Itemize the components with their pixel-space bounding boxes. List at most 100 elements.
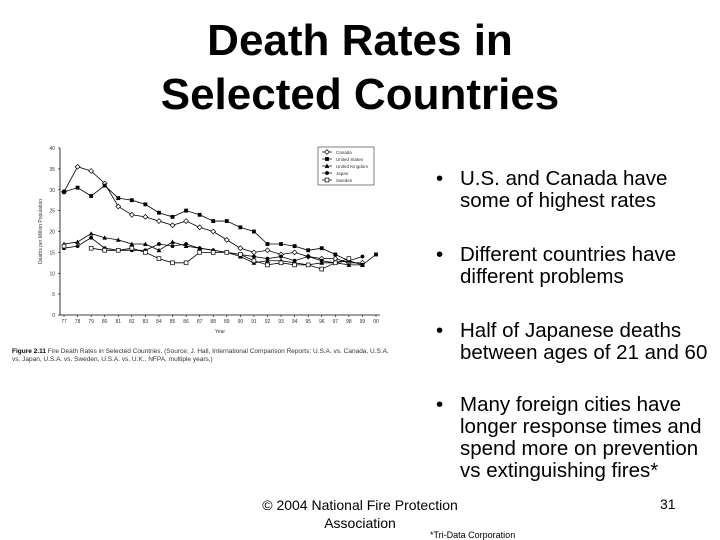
- legend-marker: [324, 149, 330, 155]
- data-point-united-kingdom: [102, 235, 108, 240]
- figure-caption-text: Fire Death Rates in Selected Countries. …: [12, 348, 389, 363]
- data-point-sweden: [210, 250, 216, 255]
- data-point-united-kingdom: [170, 239, 175, 244]
- data-point-japan: [157, 242, 161, 246]
- x-axis-label: Year: [215, 329, 225, 335]
- legend-marker: [325, 171, 329, 175]
- data-point-japan: [319, 258, 324, 263]
- data-point-sweden: [278, 260, 284, 266]
- x-tick-label: 90: [238, 319, 244, 325]
- data-point-japan: [360, 254, 365, 259]
- data-point-united-states: [197, 212, 202, 217]
- y-tick-label: 40: [49, 146, 55, 152]
- data-point-sweden: [197, 250, 202, 255]
- x-tick-label: 89: [224, 319, 230, 325]
- legend-label: United Kingdom: [336, 164, 368, 169]
- data-point-sweden: [143, 250, 148, 255]
- data-point-united-states: [157, 210, 161, 215]
- data-point-canada: [128, 211, 135, 218]
- data-point-canada: [88, 168, 95, 174]
- x-tick-label: 95: [305, 319, 311, 325]
- data-point-canada: [223, 236, 230, 243]
- x-tick-label: 98: [346, 319, 352, 325]
- data-point-canada: [156, 218, 162, 224]
- data-point-united-states: [129, 198, 134, 203]
- x-tick-label: 97: [333, 319, 339, 325]
- data-point-united-kingdom: [142, 241, 148, 246]
- x-tick-label: 96: [319, 319, 325, 325]
- legend-marker: [324, 163, 330, 168]
- data-point-canada: [210, 228, 217, 235]
- legend-label: Sweden: [336, 178, 353, 183]
- bullet-text: Half of Japanese deaths between ages of …: [460, 319, 708, 364]
- footnote: *Tri-Data Corporation: [430, 530, 516, 540]
- bullet-item: • Half of Japanese deaths between ages of…: [436, 320, 720, 364]
- data-point-united-states: [211, 219, 216, 223]
- x-tick-label: 78: [75, 319, 81, 325]
- data-point-united-states: [75, 185, 80, 190]
- data-point-japan: [265, 256, 270, 261]
- data-point-sweden: [292, 262, 297, 268]
- slide-title-line2: Selected Countries: [160, 70, 560, 119]
- y-tick-label: 0: [52, 313, 55, 319]
- x-tick-label: 91: [251, 319, 257, 325]
- data-point-united-states: [265, 242, 270, 246]
- data-point-sweden: [156, 256, 162, 261]
- data-point-united-kingdom: [88, 231, 94, 236]
- bullet-dot: •: [436, 167, 444, 190]
- data-point-sweden: [102, 248, 107, 253]
- bullet-dot: •: [436, 319, 444, 342]
- data-point-united-states: [374, 252, 378, 257]
- y-axis-label: Deaths per Million Population: [38, 199, 44, 264]
- slide-title: Death Rates in Selected Countries: [0, 14, 720, 122]
- data-point-japan: [251, 254, 256, 259]
- bullet-list: • U.S. and Canada have some of highest ra…: [436, 168, 720, 482]
- bullet-text: U.S. and Canada have some of highest rat…: [460, 167, 668, 212]
- legend-label: Canada: [336, 150, 352, 155]
- data-point-sweden: [333, 260, 338, 266]
- x-tick-label: 79: [88, 319, 94, 325]
- figure-caption-label: Figure 2.11: [12, 348, 46, 355]
- bullet-item: • Different countries have different prob…: [436, 244, 720, 288]
- figure-caption: Figure 2.11 Fire Death Rates in Selected…: [12, 348, 392, 364]
- data-point-canada: [196, 224, 203, 231]
- data-point-united-states: [306, 248, 311, 253]
- data-point-canada: [332, 255, 339, 262]
- data-point-sweden: [170, 260, 175, 266]
- x-tick-label: 80: [102, 319, 108, 325]
- data-point-united-states: [319, 246, 324, 251]
- y-tick-label: 30: [49, 188, 55, 194]
- data-point-sweden: [88, 245, 94, 251]
- data-point-japan: [279, 254, 283, 259]
- data-point-united-states: [184, 208, 189, 213]
- data-point-sweden: [305, 262, 311, 268]
- data-point-sweden: [115, 248, 121, 253]
- x-tick-label: 92: [265, 319, 271, 325]
- bullet-text: Different countries have different probl…: [460, 243, 677, 288]
- y-tick-label: 5: [52, 292, 55, 298]
- y-tick-label: 25: [49, 209, 55, 215]
- x-tick-label: 84: [156, 319, 162, 325]
- data-point-sweden: [346, 256, 352, 261]
- data-point-japan: [89, 235, 94, 240]
- data-point-united-kingdom: [346, 262, 352, 267]
- x-tick-label: 85: [170, 319, 176, 325]
- data-point-united-kingdom: [115, 237, 121, 242]
- x-tick-label: 00: [373, 319, 379, 325]
- data-point-sweden: [319, 266, 325, 272]
- data-point-japan: [292, 258, 297, 263]
- y-tick-label: 10: [49, 271, 55, 277]
- bullet-dot: •: [436, 243, 444, 266]
- legend-label: United States: [336, 157, 364, 162]
- data-point-united-kingdom: [156, 247, 162, 253]
- data-point-sweden: [183, 260, 189, 266]
- data-point-canada: [291, 249, 298, 256]
- data-point-sweden: [265, 262, 270, 268]
- figure: 0 5 10 15 20 25 30 35 40 77 78 79 80 81 82 83 84 85 86 87 88…: [0, 140, 400, 380]
- data-point-japan: [306, 254, 311, 259]
- data-point-canada: [264, 247, 271, 254]
- data-point-sweden: [129, 245, 135, 251]
- data-point-united-states: [116, 196, 121, 201]
- y-tick-label: 15: [49, 250, 55, 256]
- x-tick-label: 81: [115, 319, 121, 325]
